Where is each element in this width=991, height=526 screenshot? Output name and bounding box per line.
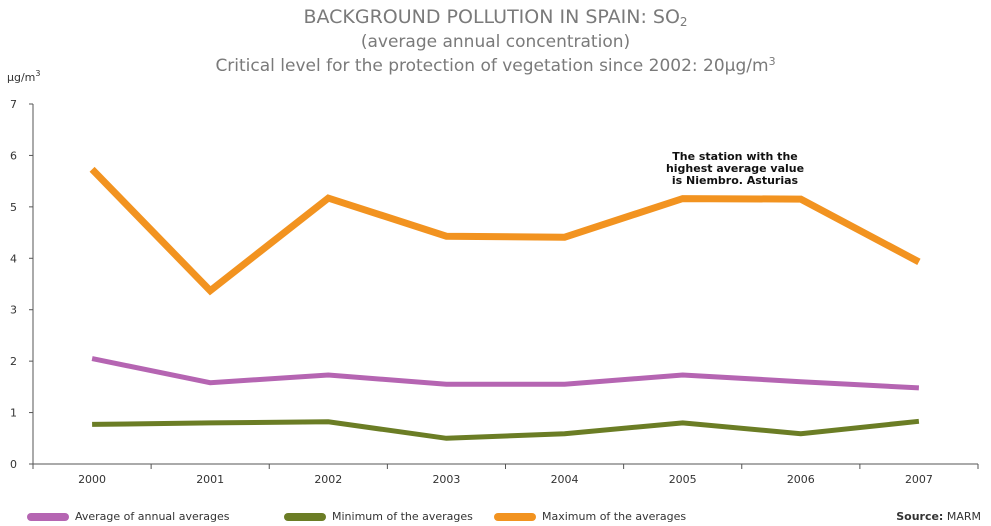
source-note: Source: MARM [896,510,981,523]
y-tick-label: 4 [10,252,17,265]
y-axis-unit-label: µg/m3 [7,69,41,84]
legend-label-minimum: Minimum of the averages [332,510,473,523]
chart-subtitle: (average annual concentration) [360,32,631,52]
annotation-line: is Niembro. Asturias [671,174,799,187]
chart-legend: Average of annual averages Minimum of th… [0,510,991,524]
y-tick-label: 2 [10,355,17,368]
legend-item-minimum: Minimum of the averages [284,510,473,523]
legend-item-average: Average of annual averages [27,510,229,523]
y-tick-label: 7 [10,98,17,111]
series-line-maximum [89,166,921,296]
annotation-line: The station with the [672,150,798,163]
x-tick-label: 2006 [787,473,815,486]
chart-title-block: BACKGROUND POLLUTION IN SPAIN: SO2 (aver… [0,6,991,76]
y-tick-label: 6 [10,149,17,162]
y-tick-label: 3 [10,304,17,317]
legend-swatch-maximum [494,512,536,521]
annotation-line: highest average value [665,162,805,175]
series-line-minimum [92,418,920,441]
legend-swatch-average [27,512,69,521]
y-tick-label: 5 [10,201,17,214]
chart-subtitle-critical-level: Critical level for the protection of veg… [215,55,776,76]
x-tick-label: 2005 [669,473,697,486]
legend-swatch-minimum [284,512,326,521]
x-tick-label: 2001 [196,473,224,486]
series-line-average [91,356,920,391]
x-tick-label: 2004 [551,473,579,486]
x-tick-label: 2000 [78,473,106,486]
line-chart: 0 1 2 3 4 5 6 7 2000 2001 2002 2003 2004 2005 2006 2007 [10,98,979,486]
chart-annotation: The station with the highest average val… [640,151,830,187]
y-tick-label: 0 [10,458,17,471]
y-tick-label: 1 [10,407,17,420]
x-tick-label: 2002 [314,473,342,486]
legend-item-maximum: Maximum of the averages [494,510,686,523]
legend-label-average: Average of annual averages [75,510,230,523]
legend-label-maximum: Maximum of the averages [542,510,687,523]
x-tick-label: 2007 [905,473,933,486]
x-tick-label: 2003 [432,473,460,486]
chart-title: BACKGROUND POLLUTION IN SPAIN: SO2 [303,6,688,29]
